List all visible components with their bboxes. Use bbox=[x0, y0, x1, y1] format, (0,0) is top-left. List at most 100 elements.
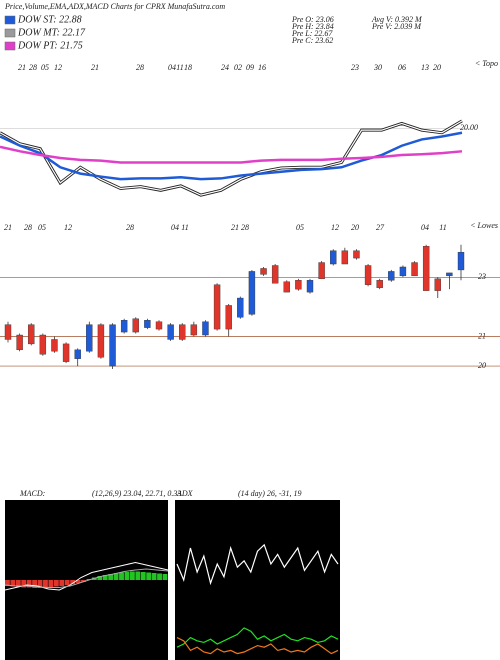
x-tick-label: 12 bbox=[54, 63, 62, 72]
x-tick-label: 11 bbox=[176, 63, 183, 72]
x-tick-label: 02 bbox=[234, 63, 242, 72]
histogram-bar bbox=[151, 573, 157, 580]
series-line bbox=[0, 131, 463, 181]
stat-label: Pre H: 23.84 bbox=[291, 22, 334, 31]
legend-swatch bbox=[4, 28, 16, 38]
y-tick-label: 23 bbox=[478, 272, 486, 281]
candle-body bbox=[225, 305, 232, 330]
candle-body bbox=[155, 321, 163, 330]
histogram-bar bbox=[37, 580, 43, 588]
histogram-bar bbox=[64, 580, 70, 585]
histogram-bar bbox=[129, 571, 135, 580]
histogram-bar bbox=[10, 580, 16, 587]
candle-body bbox=[97, 324, 105, 358]
histogram-bar bbox=[32, 580, 37, 588]
candle-body bbox=[388, 271, 395, 281]
histogram-bar bbox=[162, 574, 168, 580]
candle-body bbox=[446, 272, 453, 277]
x-tick-label: 27 bbox=[376, 223, 385, 232]
candle-body bbox=[457, 251, 465, 271]
adx-line bbox=[176, 637, 339, 655]
panel-title: MACD: bbox=[19, 489, 46, 498]
candle-body bbox=[318, 262, 325, 280]
candle-body bbox=[51, 339, 58, 352]
x-tick-label: 21 bbox=[91, 63, 99, 72]
candle-body bbox=[364, 265, 372, 285]
legend-label: DOW MT: 22.17 bbox=[17, 27, 86, 38]
candle-body bbox=[179, 324, 186, 340]
histogram-bar bbox=[102, 575, 108, 580]
candle-body bbox=[376, 280, 383, 288]
corner-label: < Topo bbox=[475, 59, 498, 68]
stat-label: Pre L: 22.67 bbox=[291, 29, 333, 38]
histogram-bar bbox=[15, 580, 21, 587]
macd-line bbox=[4, 568, 169, 588]
histogram-bar bbox=[140, 572, 146, 580]
x-tick-label: 28 bbox=[126, 223, 134, 232]
candle-body bbox=[62, 343, 70, 362]
candle-body bbox=[237, 297, 244, 318]
candle-body bbox=[16, 334, 23, 351]
stat-label: Avg V: 0.392 M bbox=[371, 15, 423, 24]
candle-body bbox=[260, 268, 267, 275]
x-tick-label: 28 bbox=[29, 63, 37, 72]
x-tick-label: 04 bbox=[421, 223, 429, 232]
x-tick-label: 20 bbox=[351, 223, 359, 232]
corner-label: < Lowes bbox=[470, 221, 498, 230]
stat-label: Pre O: 23.06 bbox=[291, 15, 334, 24]
series-line bbox=[0, 120, 463, 196]
macd-line bbox=[4, 561, 169, 591]
x-tick-label: 05 bbox=[296, 223, 304, 232]
x-tick-label: 28 bbox=[24, 223, 32, 232]
x-tick-label: 21 bbox=[231, 223, 239, 232]
histogram-bar bbox=[48, 580, 54, 587]
candle-body bbox=[330, 250, 337, 265]
x-tick-label: 06 bbox=[398, 63, 406, 72]
candle-body bbox=[144, 320, 151, 328]
x-tick-label: 23 bbox=[351, 63, 359, 72]
candle-body bbox=[213, 284, 221, 330]
x-tick-label: 05 bbox=[38, 223, 46, 232]
candle-body bbox=[283, 281, 290, 293]
candle-body bbox=[411, 262, 418, 277]
x-tick-label: 24 bbox=[221, 63, 229, 72]
candle-body bbox=[434, 278, 441, 291]
panel-subtitle: (14 day) 26, -31, 19 bbox=[238, 489, 302, 498]
histogram-bar bbox=[53, 580, 59, 587]
histogram-bar bbox=[26, 580, 32, 588]
legend-swatch bbox=[4, 15, 16, 25]
histogram-bar bbox=[5, 580, 10, 586]
x-tick-label: 05 bbox=[41, 63, 49, 72]
histogram-bar bbox=[21, 580, 27, 588]
histogram-bar bbox=[59, 580, 65, 586]
histogram-bar bbox=[75, 580, 81, 583]
legend-label: DOW PT: 21.75 bbox=[17, 40, 83, 51]
candle-body bbox=[202, 321, 209, 336]
x-tick-label: 21 bbox=[4, 223, 12, 232]
x-tick-label: 16 bbox=[258, 63, 266, 72]
adx-line bbox=[176, 543, 339, 586]
candle-body bbox=[353, 250, 360, 259]
adx-line bbox=[176, 627, 339, 648]
panel-subtitle: (12,26,9) 23.04, 22.71, 0.33 bbox=[92, 489, 181, 498]
y-tick-label: 21 bbox=[478, 331, 486, 340]
candle-body bbox=[422, 246, 430, 291]
histogram-bar bbox=[108, 574, 114, 580]
candle-body bbox=[28, 324, 35, 345]
legend-label: DOW ST: 22.88 bbox=[17, 14, 82, 25]
candle-body bbox=[132, 318, 139, 333]
x-tick-label: 18 bbox=[184, 63, 192, 72]
candle-body bbox=[190, 324, 198, 336]
y-tick-label: 20 bbox=[478, 361, 486, 370]
x-tick-label: 20 bbox=[433, 63, 441, 72]
x-tick-label: 13 bbox=[421, 63, 429, 72]
x-tick-label: 12 bbox=[64, 223, 72, 232]
candle-body bbox=[295, 280, 302, 290]
histogram-bar bbox=[135, 571, 141, 580]
candle-body bbox=[271, 265, 279, 284]
x-tick-label: 12 bbox=[331, 223, 339, 232]
candle-body bbox=[74, 349, 81, 359]
y-tick-label: 20.00 bbox=[460, 123, 478, 132]
candle-body bbox=[306, 280, 314, 293]
